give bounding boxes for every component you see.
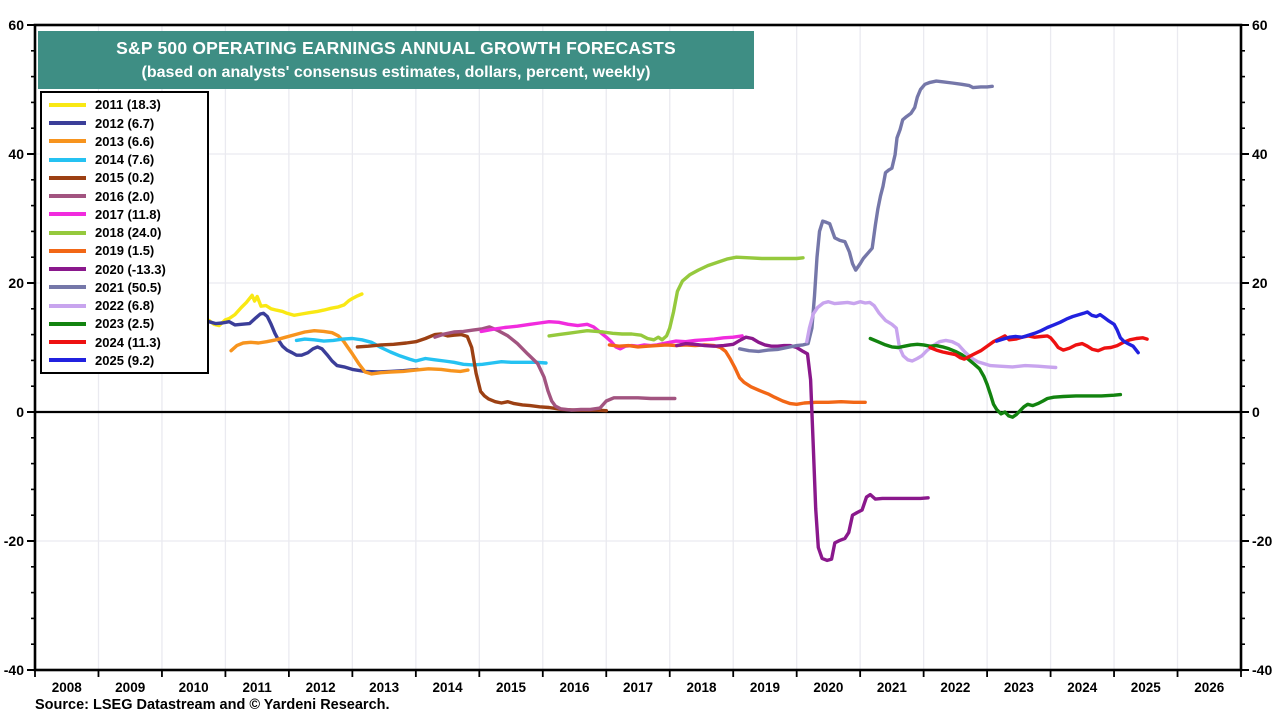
legend-label: 2025 (9.2) bbox=[95, 352, 155, 368]
series-line-2019 bbox=[607, 343, 867, 406]
plot-frame bbox=[33, 23, 1243, 672]
legend-swatch-2025 bbox=[49, 358, 86, 363]
y-axis-label-left: 20 bbox=[8, 275, 24, 291]
legend-swatch-2022 bbox=[49, 303, 86, 308]
legend-item-2022: 2022 (6.8) bbox=[42, 297, 207, 314]
series-line-2023 bbox=[868, 336, 1123, 419]
x-axis-label: 2022 bbox=[940, 680, 970, 695]
chart-title: S&P 500 OPERATING EARNINGS ANNUAL GROWTH… bbox=[116, 37, 676, 58]
x-axis-label: 2026 bbox=[1194, 680, 1225, 695]
x-axis-label: 2021 bbox=[877, 680, 908, 695]
legend-item-2023: 2023 (2.5) bbox=[42, 315, 207, 332]
y-axis-label-right: -20 bbox=[1252, 533, 1272, 549]
y-axis-label-right: 60 bbox=[1252, 17, 1268, 33]
legend-item-2020: 2020 (-13.3) bbox=[42, 261, 207, 278]
series-line-2021 bbox=[737, 79, 994, 354]
legend-swatch-2020 bbox=[49, 267, 86, 271]
x-axis-label: 2014 bbox=[433, 680, 464, 695]
chart-legend: 2011 (18.3) 2012 (6.7) 2013 (6.6) 2014 (7.6… bbox=[40, 91, 209, 374]
legend-label: 2017 (11.8) bbox=[95, 206, 161, 222]
legend-swatch-2018 bbox=[49, 230, 86, 235]
legend-item-2024: 2024 (11.3) bbox=[42, 334, 207, 351]
legend-item-2018: 2018 (24.0) bbox=[42, 224, 207, 241]
legend-swatch-2019 bbox=[49, 248, 86, 253]
legend-swatch-2014 bbox=[49, 157, 86, 162]
y-axis-label-left: -20 bbox=[4, 533, 24, 549]
legend-label: 2019 (1.5) bbox=[95, 243, 155, 259]
legend-label: 2020 (-13.3) bbox=[95, 261, 166, 277]
series-line-2017 bbox=[479, 320, 744, 351]
y-axis-label-left: 0 bbox=[16, 404, 24, 420]
x-axis-label: 2012 bbox=[306, 680, 336, 695]
series-line-2011 bbox=[207, 292, 364, 328]
x-axis-label: 2009 bbox=[115, 680, 145, 695]
legend-swatch-2013 bbox=[49, 139, 86, 144]
legend-swatch-2011 bbox=[49, 102, 86, 107]
x-axis-label: 2010 bbox=[179, 680, 209, 695]
series-line-2016 bbox=[433, 325, 677, 412]
legend-label: 2014 (7.6) bbox=[95, 152, 155, 167]
legend-swatch-2024 bbox=[49, 340, 86, 344]
legend-label: 2021 (50.5) bbox=[95, 279, 162, 295]
x-axis-label: 2011 bbox=[243, 680, 273, 695]
legend-label: 2012 (6.7) bbox=[95, 115, 155, 131]
legend-item-2011: 2011 (18.3) bbox=[42, 96, 207, 113]
legend-item-2019: 2019 (1.5) bbox=[42, 242, 207, 259]
x-axis-label: 2023 bbox=[1004, 680, 1035, 695]
x-axis-label: 2013 bbox=[369, 680, 400, 695]
y-axis-label-left: 40 bbox=[8, 146, 24, 162]
series-line-2015 bbox=[355, 332, 608, 413]
legend-item-2025: 2025 (9.2) bbox=[42, 352, 207, 369]
x-axis-label: 2008 bbox=[52, 680, 83, 695]
series-line-2014 bbox=[294, 336, 548, 367]
series-line-2018 bbox=[547, 255, 805, 342]
y-axis-label-right: -40 bbox=[1252, 662, 1272, 678]
legend-swatch-2017 bbox=[49, 212, 86, 217]
y-axis-label-right: 20 bbox=[1252, 275, 1268, 291]
legend-item-2016: 2016 (2.0) bbox=[42, 188, 207, 205]
x-axis-label: 2016 bbox=[560, 680, 591, 695]
series-line-2025 bbox=[994, 310, 1140, 355]
legend-item-2013: 2013 (6.6) bbox=[42, 133, 207, 150]
y-axis-label-left: -40 bbox=[4, 662, 24, 678]
series-line-2022 bbox=[805, 300, 1058, 370]
legend-item-2015: 2015 (0.2) bbox=[42, 169, 207, 186]
legend-label: 2022 (6.8) bbox=[95, 298, 155, 313]
series-line-2012 bbox=[207, 311, 420, 374]
y-axis-label-right: 40 bbox=[1252, 146, 1268, 162]
legend-label: 2016 (2.0) bbox=[95, 188, 155, 204]
series-line-2013 bbox=[229, 329, 470, 376]
legend-swatch-2015 bbox=[49, 175, 86, 180]
chart-title-box: S&P 500 OPERATING EARNINGS ANNUAL GROWTH… bbox=[38, 31, 754, 89]
x-axis-label: 2019 bbox=[750, 680, 780, 695]
chart-subtitle: (based on analysts' consensus estimates,… bbox=[141, 64, 651, 82]
legend-item-2017: 2017 (11.8) bbox=[42, 206, 207, 223]
legend-label: 2013 (6.6) bbox=[95, 133, 155, 149]
x-axis-label: 2024 bbox=[1067, 680, 1098, 695]
legend-swatch-2016 bbox=[49, 194, 86, 198]
legend-label: 2023 (2.5) bbox=[95, 316, 155, 332]
x-axis-label: 2018 bbox=[686, 680, 717, 695]
legend-label: 2024 (11.3) bbox=[95, 334, 161, 350]
legend-label: 2015 (0.2) bbox=[95, 170, 155, 186]
legend-swatch-2023 bbox=[49, 321, 86, 326]
legend-item-2021: 2021 (50.5) bbox=[42, 279, 207, 296]
source-attribution: Source: LSEG Datastream and © Yardeni Re… bbox=[35, 697, 390, 713]
legend-label: 2018 (24.0) bbox=[95, 225, 162, 240]
legend-item-2012: 2012 (6.7) bbox=[42, 115, 207, 132]
y-axis-label-left: 60 bbox=[8, 17, 24, 33]
series-line-2020 bbox=[675, 335, 930, 563]
x-axis-label: 2017 bbox=[623, 680, 653, 695]
legend-item-2014: 2014 (7.6) bbox=[42, 151, 207, 168]
series-line-2024 bbox=[928, 334, 1149, 361]
legend-swatch-2012 bbox=[49, 121, 86, 125]
legend-swatch-2021 bbox=[49, 285, 86, 290]
legend-label: 2011 (18.3) bbox=[95, 97, 161, 113]
x-axis-label: 2025 bbox=[1131, 680, 1162, 695]
x-axis-label: 2020 bbox=[813, 680, 843, 695]
y-axis-label-right: 0 bbox=[1252, 404, 1260, 420]
x-axis-label: 2015 bbox=[496, 680, 527, 695]
